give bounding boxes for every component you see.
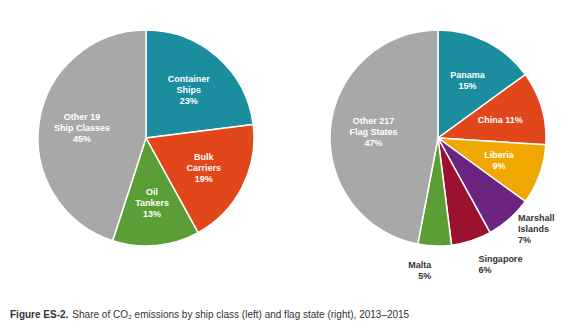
slice-label: BulkCarriers19% (186, 152, 221, 184)
slice-label: Liberia9% (484, 150, 515, 171)
pie-labels: Panama15% China 11% Liberia9% MarshallIslan… (349, 70, 554, 281)
slice-label: OilTankers13% (135, 187, 169, 219)
slice-label: Singapore6% (478, 254, 522, 275)
slice-label: ContainerShips23% (168, 74, 211, 106)
pie (330, 30, 546, 246)
slice-label: MarshallIslands7% (518, 213, 555, 245)
pie (38, 30, 254, 246)
background (0, 0, 584, 328)
pie-slice (146, 30, 253, 138)
figure: ContainerShips23% BulkCarriers19% OilTanke… (0, 0, 584, 328)
pie-slice (38, 30, 146, 241)
pie-labels: ContainerShips23% BulkCarriers19% OilTanke… (54, 74, 221, 219)
chart-container: ContainerShips23% BulkCarriers19% OilTanke… (0, 0, 584, 328)
caption-text: Share of CO₂ emissions by ship class (le… (72, 309, 409, 320)
pie-slice (330, 30, 438, 244)
slice-label: Malta5% (408, 260, 432, 281)
pie-slice (438, 75, 546, 145)
slice-label: China 11% (478, 115, 523, 125)
slice-label: Panama15% (450, 70, 486, 91)
caption: Figure ES-2.Share of CO₂ emissions by sh… (10, 309, 410, 320)
caption-label: Figure ES-2. (10, 309, 69, 320)
slice-label: Other 19Ship Classes45% (54, 112, 110, 144)
slice-label: Other 217Flag States47% (349, 116, 397, 148)
